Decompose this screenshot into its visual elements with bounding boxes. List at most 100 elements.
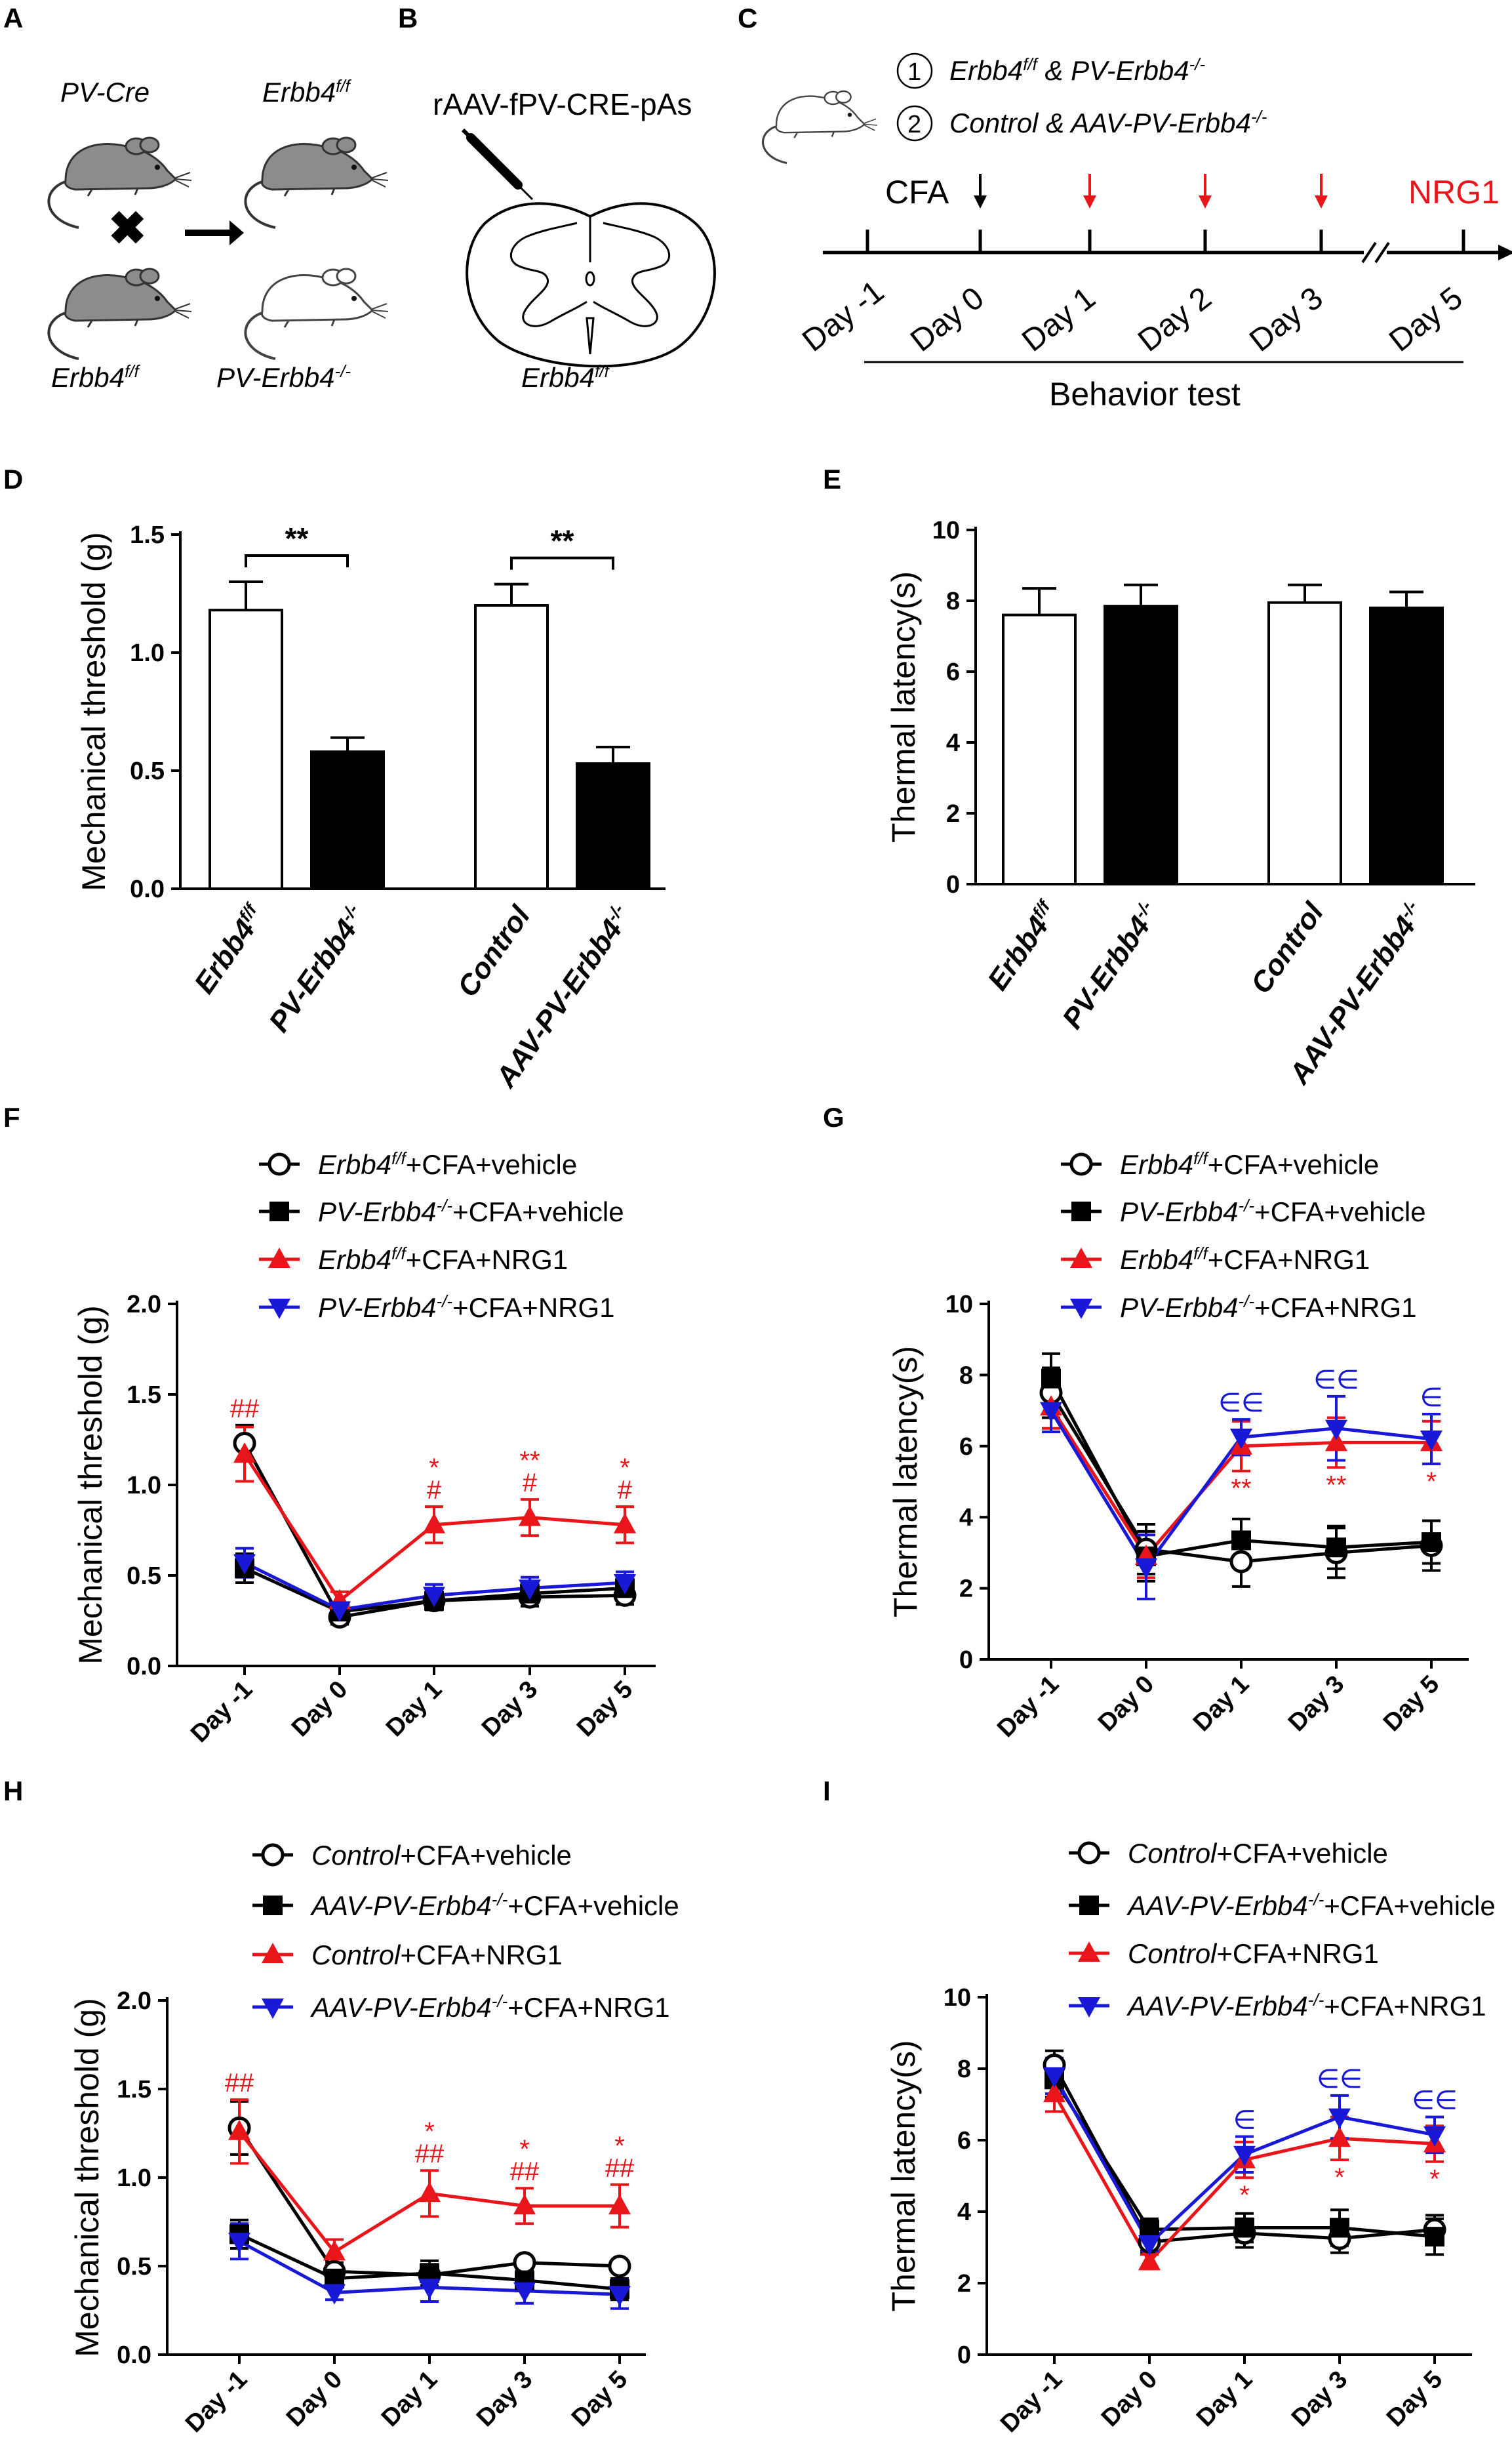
timeline-day-label: Day 3	[1243, 281, 1329, 359]
x-tick-label: Day 3	[477, 1676, 543, 1742]
legend-label-sup: -/-	[437, 1291, 453, 1311]
x-tick-label: Day 3	[1286, 2366, 1353, 2432]
legend-label-rest: +CFA+vehicle	[400, 1840, 571, 1871]
legend-label-base: Control	[1128, 1938, 1218, 1969]
data-point	[423, 1587, 445, 1608]
legend-marker	[269, 1202, 289, 1221]
legend-1-text: Erbb4f/f & PV-Erbb4-/-	[949, 54, 1206, 86]
legend-marker	[1078, 1997, 1100, 2018]
category-label: Erbb4f/f	[982, 895, 1065, 996]
x-tick-label: Day 5	[1378, 1671, 1444, 1737]
data-point	[233, 1554, 256, 1575]
y-tick-label: 0.5	[127, 1562, 161, 1590]
panel-b: B rAAV-fPV-CRE-pAs Erbb4f/f	[398, 3, 716, 393]
x-tick-label: Day 0	[281, 2366, 348, 2432]
y-tick-label: 6	[959, 1433, 973, 1461]
y-tick-label: 4	[957, 2199, 971, 2226]
y-tick-label: 1.0	[130, 639, 165, 667]
legend-label: Erbb4f/f+CFA+NRG1	[1120, 1244, 1370, 1275]
y-axis-label: Thermal latency(s)	[885, 571, 922, 843]
legend-1-number-circle	[896, 52, 933, 89]
category-label-base: Erbb4	[188, 914, 262, 1000]
significance-label: ##	[415, 2140, 445, 2168]
y-tick-label: 2.0	[127, 1291, 161, 1318]
data-point	[328, 1601, 351, 1622]
legend-label-base: Control	[311, 1840, 401, 1871]
significance-label: *	[614, 2132, 625, 2161]
legend-label-rest: +CFA+vehicle	[1216, 1838, 1387, 1869]
y-tick-label: 4	[959, 1504, 973, 1532]
panel-c: C 1 Erbb4f/f & PV-Erbb4-/- 2 Control & A…	[738, 3, 1512, 413]
legend-label-sup: -/-	[1308, 1990, 1324, 2010]
panel-letter: F	[3, 1102, 20, 1133]
data-point	[1328, 2108, 1351, 2129]
data-point	[1043, 2067, 1065, 2088]
bar	[1369, 606, 1444, 885]
legend-label-base: PV-Erbb4	[318, 1292, 437, 1323]
significance-label: *	[1426, 1467, 1437, 1496]
x-tick-label: Day 5	[572, 1676, 638, 1742]
bar	[209, 609, 283, 890]
y-tick-label: 8	[959, 1362, 973, 1389]
legend-label-rest: +CFA+NRG1	[452, 1292, 614, 1323]
legend-label-base: PV-Erbb4	[1120, 1292, 1239, 1323]
significance-label: **	[1326, 1471, 1346, 1499]
x-tick-label: Day 1	[1191, 2366, 1258, 2432]
x-tick-label: Day -1	[180, 2366, 252, 2438]
y-tick-label: 8	[957, 2056, 971, 2083]
legend-label-rest: +CFA+NRG1	[1216, 1938, 1378, 1969]
significance-bracket	[510, 556, 614, 570]
data-point	[1422, 1532, 1441, 1552]
significance-label: **	[285, 521, 309, 556]
data-point	[513, 2282, 536, 2303]
y-tick-label: 0.0	[127, 1653, 161, 1680]
category-label: Control	[451, 900, 536, 1003]
syringe-icon	[461, 128, 534, 201]
data-point	[1330, 2218, 1349, 2238]
y-tick-label: 4	[946, 729, 960, 757]
legend-label: AAV-PV-Erbb4-/-+CFA+NRG1	[1126, 1990, 1486, 2021]
category-label: PV-Erbb4-/-	[263, 901, 372, 1038]
category-label: PV-Erbb4-/-	[1056, 897, 1166, 1035]
legend-label-base: Erbb4	[1120, 1149, 1193, 1180]
legend-label-rest: +CFA+vehicle	[1208, 1149, 1379, 1180]
nrg1-label: NRG1	[1408, 174, 1500, 211]
significance-label: #	[427, 1476, 442, 1505]
legend-label-sup: -/-	[1239, 1196, 1255, 1215]
cfa-label: CFA	[885, 174, 949, 211]
data-point	[1231, 1530, 1251, 1551]
y-tick-label: 2	[946, 800, 960, 828]
timeline-day-label: Day 2	[1132, 281, 1218, 359]
significance-label: ##	[510, 2157, 540, 2186]
legend-label: Erbb4f/f+CFA+NRG1	[318, 1244, 568, 1275]
significance-label: *	[1334, 2163, 1345, 2192]
mouse-icon-erbb4-ff-bottom	[47, 268, 193, 360]
y-tick-label: 1.5	[130, 521, 165, 549]
panel-d-chart: D 0.0 0.5 1.0 1.5 Mechanical threshold (g) Erb…	[3, 464, 666, 1093]
panel-i-chart: I 0 2 4 6 8 10 Thermal latency(s) Day -1 Day 0 Day…	[823, 1775, 1496, 2438]
data-point	[323, 2284, 346, 2305]
legend-label-rest: +CFA+vehicle	[1324, 1890, 1495, 1921]
x-tick-label: Day 0	[1096, 2366, 1163, 2432]
panel-a: A PV-Cre Erbb4f/f ✖ Erbb4f/f PV-Erbb4-/-	[3, 3, 389, 393]
legend-marker	[1069, 1152, 1093, 1176]
arrow-down-icon-day2	[1199, 174, 1212, 209]
x-tick-label: Day 5	[567, 2366, 633, 2432]
legend-marker	[262, 1943, 284, 1963]
significance-label: ∈∈	[1317, 2065, 1363, 2094]
significance-label: *	[1429, 2165, 1440, 2194]
panel-b-letter: B	[398, 3, 418, 33]
x-tick-label: Day 3	[1283, 1671, 1349, 1737]
category-label-base: PV-Erbb4	[263, 914, 363, 1038]
data-point	[228, 2233, 250, 2254]
legend-label-base: PV-Erbb4	[318, 1196, 437, 1227]
legend-marker	[1070, 1248, 1092, 1268]
x-tick-label: Day 1	[1188, 1671, 1254, 1737]
x-tick-label: Day 1	[381, 1676, 447, 1742]
y-tick-label: 1.0	[127, 1472, 161, 1499]
legend-marker	[268, 1248, 290, 1268]
y-tick-label: 2.0	[117, 1987, 151, 2015]
panel-a-label-erbb4-ff-bottom: Erbb4f/f	[51, 361, 141, 393]
legend-label-base: AAV-PV-Erbb4	[1126, 1890, 1308, 1921]
legend-label: Control+CFA+vehicle	[1128, 1838, 1388, 1869]
